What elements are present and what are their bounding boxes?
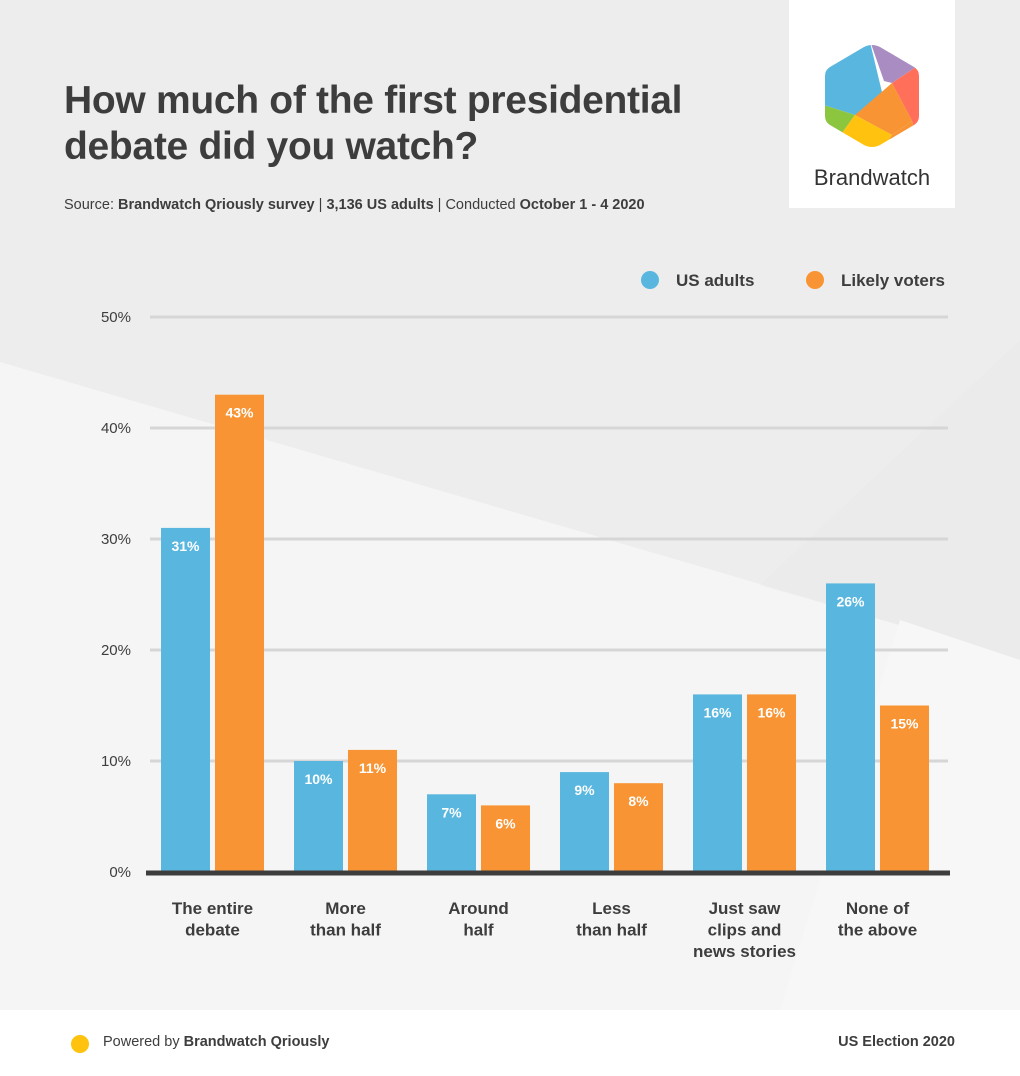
y-tick-label: 0% xyxy=(109,864,131,881)
bar-value-label: 15% xyxy=(890,716,919,732)
y-tick-label: 10% xyxy=(101,753,131,770)
bar-value-label: 11% xyxy=(359,760,387,776)
brandwatch-logo: Brandwatch xyxy=(789,0,955,208)
x-category-label: The entire debate xyxy=(172,899,253,940)
powered-brand: Brandwatch Qriously xyxy=(183,1034,330,1050)
likely-voters-swatch xyxy=(806,271,824,289)
bar-us-adults xyxy=(560,772,609,872)
source-line: Source: Brandwatch Qriously survey | 3,1… xyxy=(64,197,645,213)
legend-label-us-adults: US adults xyxy=(676,271,755,290)
bar-value-label: 6% xyxy=(495,815,516,831)
source-sample: 3,136 US adults xyxy=(326,197,434,213)
bar-value-label: 26% xyxy=(836,593,865,609)
bar-likely-voters xyxy=(614,783,663,872)
bar-likely-voters xyxy=(348,749,397,872)
bar-likely-voters xyxy=(481,805,530,872)
title-line-1: How much of the first presidential xyxy=(64,79,683,122)
powered-prefix: Powered by xyxy=(103,1034,184,1050)
title-line-2: debate did you watch? xyxy=(64,125,479,168)
chart-title: How much of the first presidential debat… xyxy=(64,78,683,170)
x-category-label: Around half xyxy=(448,899,508,940)
bar-likely-voters xyxy=(747,694,796,872)
bar-value-label: 31% xyxy=(171,538,200,554)
source-survey: Brandwatch Qriously survey xyxy=(118,197,315,213)
bar-chart: 0% 10% 20% 30% 40% 50% 31% 43% 10% 11% 7% 6% 9% 8% 16… xyxy=(101,309,950,961)
source-conducted: | Conducted xyxy=(433,197,520,213)
brandwatch-wordmark: Brandwatch xyxy=(813,165,931,190)
legend-item-likely-voters: Likely voters xyxy=(806,271,945,291)
bar-value-label: 7% xyxy=(441,804,462,820)
y-tick-label: 50% xyxy=(101,309,131,326)
qriously-dot-icon xyxy=(71,1035,89,1053)
x-category-label: Less than half xyxy=(576,899,647,940)
source-separator: | xyxy=(314,197,327,213)
brandwatch-hexagon-icon xyxy=(825,45,919,147)
footer: Powered by Brandwatch Qriously US Electi… xyxy=(0,1010,1020,1076)
bar-us-adults xyxy=(161,527,210,872)
y-tick-label: 20% xyxy=(101,642,131,659)
bar-value-label: 10% xyxy=(304,771,333,787)
bar-likely-voters xyxy=(215,394,264,872)
bar-value-label: 16% xyxy=(703,704,732,720)
powered-by: Powered by Brandwatch Qriously xyxy=(103,1034,329,1050)
bar-value-label: 43% xyxy=(225,405,254,421)
bar-value-label: 8% xyxy=(628,793,649,809)
y-tick-label: 40% xyxy=(101,420,131,437)
x-category-label: Just saw clips and news stories xyxy=(693,899,796,961)
bar-value-label: 9% xyxy=(574,782,595,798)
bar-us-adults xyxy=(427,794,476,872)
footer-tag: US Election 2020 xyxy=(838,1034,955,1050)
bar-value-label: 16% xyxy=(757,704,786,720)
x-category-label: More than half xyxy=(310,899,381,940)
legend-label-likely-voters: Likely voters xyxy=(841,271,945,290)
legend-item-us-adults: US adults xyxy=(641,271,754,291)
x-category-label: None of the above xyxy=(838,899,917,940)
source-dates: October 1 - 4 2020 xyxy=(519,197,645,213)
us-adults-swatch xyxy=(641,271,659,289)
y-tick-label: 30% xyxy=(101,531,131,548)
bar-likely-voters xyxy=(880,705,929,872)
bar-us-adults xyxy=(294,761,343,872)
bar-us-adults xyxy=(693,694,742,872)
source-prefix: Source: xyxy=(64,197,118,213)
bar-us-adults xyxy=(826,583,875,872)
